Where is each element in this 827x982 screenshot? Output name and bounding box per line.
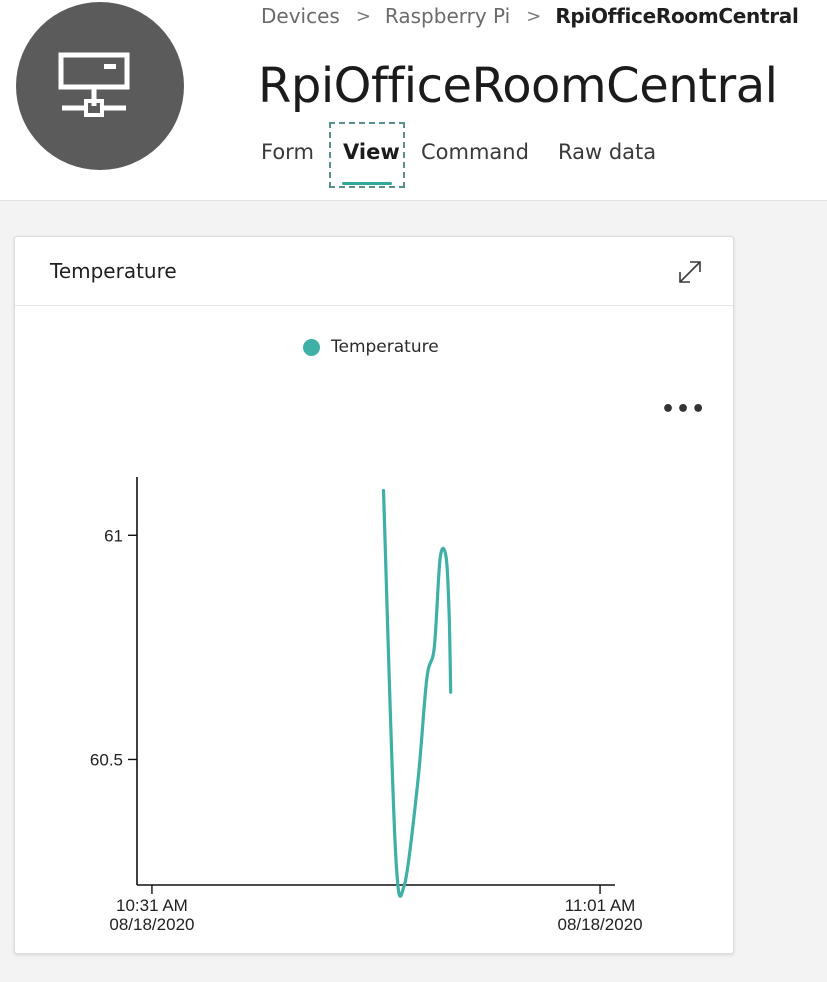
y-tick-label: 60.5 xyxy=(90,750,123,769)
x-tick-label: 08/18/2020 xyxy=(109,915,194,934)
expand-icon[interactable] xyxy=(675,257,705,287)
temperature-tile: Temperature Temperature ••• 61 60.5 10:31 … xyxy=(14,236,734,954)
device-header: Devices > Raspberry Pi > RpiOfficeRoomCe… xyxy=(0,0,827,201)
breadcrumb-current-device: RpiOfficeRoomCentral xyxy=(555,4,799,28)
legend-color-dot xyxy=(303,338,320,356)
y-tick-label: 61 xyxy=(104,526,123,545)
x-tick-label: 10:31 AM xyxy=(116,896,188,915)
breadcrumb-devices[interactable]: Devices xyxy=(261,4,340,28)
chart-legend: Temperature xyxy=(303,337,439,357)
series-line-temperature xyxy=(381,488,453,898)
x-tick-label: 11:01 AM xyxy=(565,896,636,915)
breadcrumb-separator: > xyxy=(526,5,542,27)
tab-focus-outline xyxy=(329,122,405,188)
tab-command[interactable]: Command xyxy=(421,140,529,164)
device-avatar xyxy=(16,2,184,170)
breadcrumb: Devices > Raspberry Pi > RpiOfficeRoomCe… xyxy=(261,4,799,28)
device-icon xyxy=(58,52,130,117)
legend-label: Temperature xyxy=(331,337,439,357)
tab-view[interactable]: View xyxy=(343,140,400,164)
x-tick-label: 08/18/2020 xyxy=(558,915,643,934)
breadcrumb-raspberry-pi[interactable]: Raspberry Pi xyxy=(384,4,511,28)
tab-form[interactable]: Form xyxy=(261,140,314,164)
tile-header: Temperature xyxy=(15,237,733,306)
page-title: RpiOfficeRoomCentral xyxy=(258,58,778,114)
breadcrumb-separator: > xyxy=(355,5,371,27)
tab-raw-data[interactable]: Raw data xyxy=(558,140,657,164)
tile-title: Temperature xyxy=(50,259,177,283)
active-tab-indicator xyxy=(342,182,392,185)
